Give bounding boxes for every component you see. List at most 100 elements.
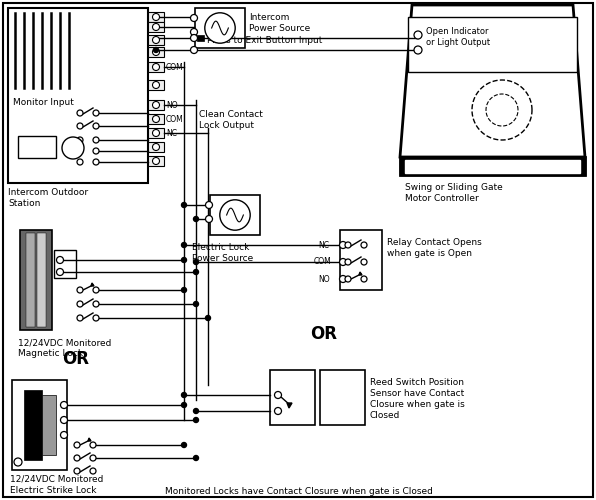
Bar: [148, 128, 164, 138]
Circle shape: [182, 242, 187, 248]
Circle shape: [345, 259, 351, 265]
Circle shape: [340, 258, 346, 266]
Text: Electric Lock
Power Source: Electric Lock Power Source: [192, 243, 253, 263]
Bar: [42, 395, 56, 455]
Bar: [12, 380, 67, 470]
Circle shape: [14, 458, 22, 466]
Bar: [20, 230, 52, 330]
Text: Press to Exit Button Input: Press to Exit Button Input: [207, 36, 322, 45]
Circle shape: [93, 137, 99, 143]
Circle shape: [191, 46, 197, 54]
Circle shape: [93, 123, 99, 129]
Circle shape: [182, 442, 187, 448]
Circle shape: [61, 432, 67, 438]
Bar: [148, 47, 164, 57]
Bar: [37, 233, 46, 327]
Text: Intercom Outdoor
Station: Intercom Outdoor Station: [8, 188, 88, 208]
Circle shape: [153, 24, 160, 30]
Text: NO: NO: [318, 274, 330, 283]
Bar: [148, 100, 164, 110]
Text: Relay Contact Opens
when gate is Open: Relay Contact Opens when gate is Open: [387, 238, 482, 258]
Circle shape: [182, 202, 187, 207]
Text: 12/24VDC Monitored
Electric Strike Lock: 12/24VDC Monitored Electric Strike Lock: [10, 475, 103, 495]
Circle shape: [194, 456, 198, 460]
Bar: [54, 250, 76, 278]
Circle shape: [93, 110, 99, 116]
Circle shape: [153, 64, 160, 70]
Circle shape: [194, 418, 198, 422]
Bar: [400, 157, 585, 175]
Circle shape: [153, 102, 160, 108]
Circle shape: [61, 402, 67, 408]
Text: 12/24VDC Monitored
Magnetic Lock: 12/24VDC Monitored Magnetic Lock: [18, 338, 111, 358]
Bar: [24, 390, 42, 460]
Text: NO: NO: [166, 100, 178, 110]
Circle shape: [182, 402, 187, 407]
Circle shape: [191, 34, 197, 42]
Circle shape: [153, 14, 160, 20]
Text: Intercom
Power Source: Intercom Power Source: [249, 13, 311, 33]
Text: Monitor Input: Monitor Input: [13, 98, 74, 107]
Text: Clean Contact
Lock Output: Clean Contact Lock Output: [199, 110, 263, 130]
Circle shape: [153, 36, 160, 44]
Circle shape: [182, 288, 187, 292]
Circle shape: [93, 315, 99, 321]
Circle shape: [182, 392, 187, 398]
Circle shape: [77, 148, 83, 154]
Circle shape: [414, 31, 422, 39]
Circle shape: [340, 242, 346, 248]
Circle shape: [194, 216, 198, 222]
Circle shape: [340, 276, 346, 282]
Circle shape: [194, 408, 198, 414]
Circle shape: [57, 256, 64, 264]
Circle shape: [361, 276, 367, 282]
Polygon shape: [91, 283, 94, 286]
Text: Reed Switch Position
Sensor have Contact
Closure when gate is
Closed: Reed Switch Position Sensor have Contact…: [370, 378, 465, 420]
Circle shape: [275, 408, 281, 414]
Bar: [8, 8, 148, 183]
Bar: [210, 195, 260, 235]
Bar: [148, 62, 164, 72]
Circle shape: [153, 158, 160, 164]
Bar: [26, 233, 35, 327]
Circle shape: [61, 416, 67, 424]
Circle shape: [77, 287, 83, 293]
Bar: [320, 370, 365, 425]
Circle shape: [93, 287, 99, 293]
Circle shape: [345, 276, 351, 282]
Circle shape: [93, 148, 99, 154]
Bar: [148, 114, 164, 124]
Bar: [340, 230, 382, 290]
Circle shape: [77, 110, 83, 116]
Bar: [148, 156, 164, 166]
Circle shape: [153, 82, 160, 88]
Polygon shape: [287, 403, 292, 408]
Circle shape: [93, 159, 99, 165]
Text: COM: COM: [166, 62, 184, 72]
Circle shape: [194, 302, 198, 306]
Circle shape: [206, 316, 210, 320]
Circle shape: [57, 268, 64, 276]
Circle shape: [275, 392, 281, 398]
Polygon shape: [88, 438, 91, 441]
Polygon shape: [359, 272, 362, 275]
Bar: [18, 136, 56, 158]
Circle shape: [90, 442, 96, 448]
Polygon shape: [400, 5, 585, 157]
Text: Open Indicator
or Light Output: Open Indicator or Light Output: [426, 27, 490, 47]
Circle shape: [90, 468, 96, 474]
Text: Monitored Locks have Contact Closure when gate is Closed: Monitored Locks have Contact Closure whe…: [165, 487, 433, 496]
Circle shape: [361, 242, 367, 248]
Circle shape: [77, 159, 83, 165]
Text: NC: NC: [166, 128, 177, 138]
Circle shape: [194, 270, 198, 274]
Polygon shape: [405, 160, 580, 173]
Circle shape: [182, 258, 187, 262]
Circle shape: [345, 242, 351, 248]
Circle shape: [205, 13, 235, 43]
Circle shape: [74, 442, 80, 448]
Bar: [195, 8, 245, 48]
Circle shape: [93, 301, 99, 307]
Circle shape: [74, 468, 80, 474]
Bar: [148, 142, 164, 152]
